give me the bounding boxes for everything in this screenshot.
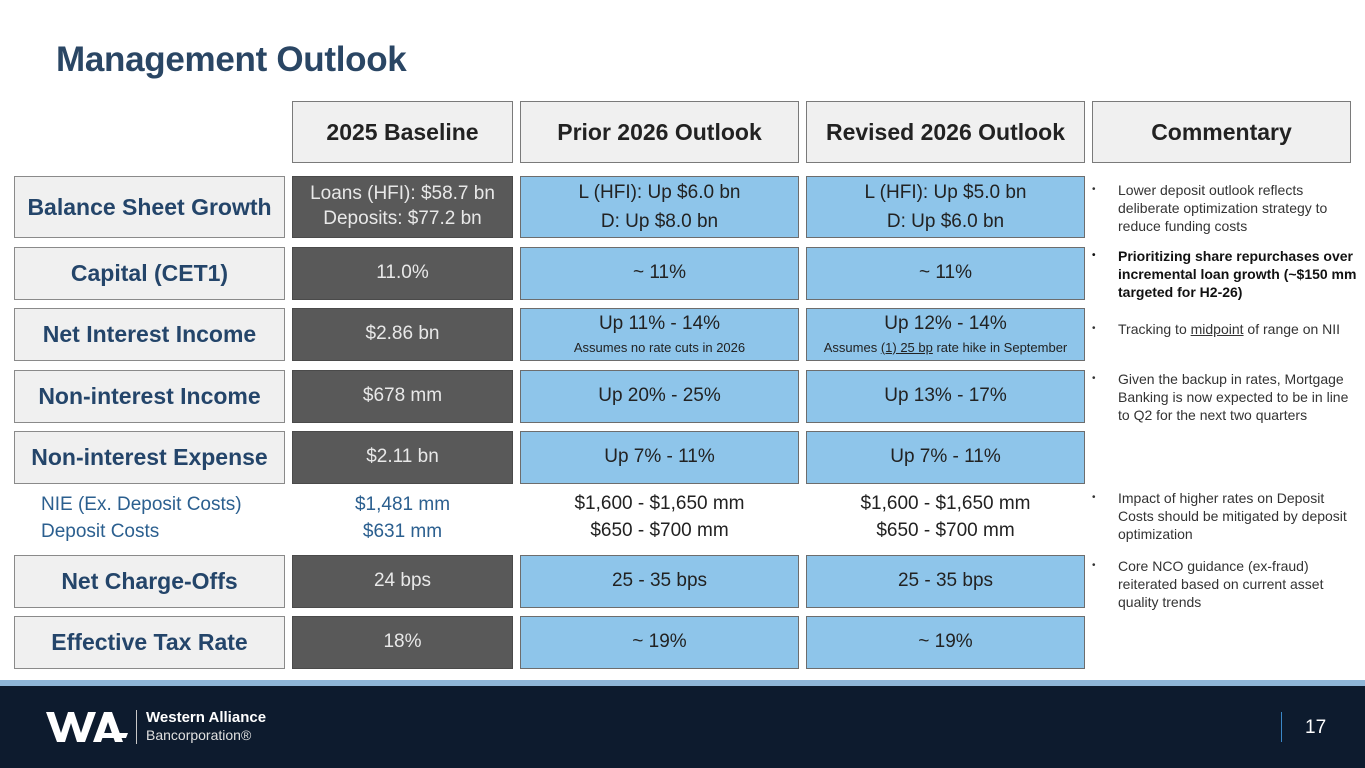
row-label-net-interest-income: Net Interest Income — [14, 308, 285, 361]
commentary-non-interest-income: • Given the backup in rates, Mortgage Ba… — [1092, 370, 1362, 424]
revised-nco: 25 - 35 bps — [806, 555, 1085, 608]
commentary-deposit-costs: • Impact of higher rates on Deposit Cost… — [1092, 489, 1362, 543]
baseline-balance-sheet: Loans (HFI): $58.7 bn Deposits: $77.2 bn — [292, 176, 513, 238]
prior-deposits: D: Up $8.0 bn — [600, 211, 719, 232]
prior-deposit-costs: $650 - $700 mm — [590, 520, 729, 541]
row-label-net-charge-offs: Net Charge-Offs — [14, 555, 285, 608]
page-number: 17 — [1305, 717, 1327, 738]
baseline-nie-ex-deposit: $1,481 mm — [354, 494, 451, 515]
header-commentary: Commentary — [1092, 101, 1351, 163]
commentary-text: Prioritizing share repurchases over incr… — [1118, 248, 1357, 300]
company-name: Western Alliance — [146, 709, 267, 726]
revised-non-interest-income: Up 13% - 17% — [806, 370, 1085, 423]
prior-balance-sheet: L (HFI): Up $6.0 bn D: Up $8.0 bn — [520, 176, 799, 238]
commentary-text: Impact of higher rates on Deposit Costs … — [1118, 490, 1347, 542]
footer-bar — [0, 686, 1365, 768]
commentary-balance-sheet: • Lower deposit outlook reflects deliber… — [1092, 181, 1362, 235]
baseline-tax: 18% — [292, 616, 513, 669]
row-label-non-interest-expense: Non-interest Expense — [14, 431, 285, 484]
header-revised-2026-outlook: Revised 2026 Outlook — [806, 101, 1085, 163]
revised-nii: Up 12% - 14% Assumes (1) 25 bp rate hike… — [806, 308, 1085, 361]
revised-nii-note: Assumes (1) 25 bp rate hike in September — [824, 339, 1068, 357]
prior-non-interest-income: Up 20% - 25% — [520, 370, 799, 423]
prior-non-interest-expense: Up 7% - 11% — [520, 431, 799, 484]
bullet-icon: • — [1092, 323, 1096, 334]
commentary-text: Lower deposit outlook reflects deliberat… — [1118, 182, 1328, 234]
commentary-nii: • Tracking to midpoint of range on NII — [1092, 320, 1362, 338]
logo-divider — [136, 710, 137, 744]
commentary-text: Core NCO guidance (ex-fraud) reiterated … — [1118, 558, 1324, 610]
revised-tax: ~ 19% — [806, 616, 1085, 669]
prior-nii: Up 11% - 14% Assumes no rate cuts in 202… — [520, 308, 799, 361]
revised-nie-ex-deposit: $1,600 - $1,650 mm — [860, 493, 1031, 514]
prior-nii-note: Assumes no rate cuts in 2026 — [573, 339, 746, 355]
revised-nii-value: Up 12% - 14% — [884, 313, 1007, 335]
footer-accent-stripe — [0, 680, 1365, 686]
revised-nii-note-pre: Assumes — [823, 339, 881, 355]
baseline-deposits: Deposits: $77.2 bn — [323, 208, 482, 229]
revised-nii-note-post: rate hike in September — [932, 339, 1068, 355]
revised-non-interest-expense: Up 7% - 11% — [806, 431, 1085, 484]
header-prior-2026-outlook: Prior 2026 Outlook — [520, 101, 799, 163]
prior-nii-value: Up 11% - 14% — [598, 313, 721, 335]
commentary-capital: • Prioritizing share repurchases over in… — [1092, 247, 1362, 301]
commentary-text-post: of range on NII — [1243, 321, 1341, 337]
baseline-loans: Loans (HFI): $58.7 bn — [310, 183, 495, 205]
commentary-text-midpoint: midpoint — [1190, 321, 1244, 337]
revised-deposits: D: Up $6.0 bn — [886, 211, 1005, 232]
commentary-text-pre: Tracking to — [1118, 321, 1191, 337]
western-alliance-logo-icon — [46, 712, 128, 742]
deposit-costs-label: Deposit Costs — [41, 521, 160, 542]
row-label-balance-sheet-growth: Balance Sheet Growth — [14, 176, 285, 238]
prior-tax: ~ 19% — [520, 616, 799, 669]
commentary-text: Tracking to midpoint of range on NII — [1118, 320, 1362, 338]
baseline-deposit-costs: $631 mm — [362, 521, 443, 542]
company-corp: Bancorporation® — [146, 727, 252, 743]
prior-nie-ex-deposit: $1,600 - $1,650 mm — [574, 493, 745, 514]
bullet-icon: • — [1092, 250, 1096, 261]
baseline-non-interest-expense: $2.11 bn — [292, 431, 513, 484]
row-label-effective-tax-rate: Effective Tax Rate — [14, 616, 285, 669]
prior-capital: ~ 11% — [520, 247, 799, 300]
bullet-icon: • — [1092, 184, 1096, 195]
commentary-text: Given the backup in rates, Mortgage Bank… — [1118, 371, 1349, 423]
revised-loans: L (HFI): Up $5.0 bn — [864, 181, 1027, 203]
commentary-nco: • Core NCO guidance (ex-fraud) reiterate… — [1092, 557, 1362, 611]
revised-balance-sheet: L (HFI): Up $5.0 bn D: Up $6.0 bn — [806, 176, 1085, 238]
header-2025-baseline: 2025 Baseline — [292, 101, 513, 163]
revised-nii-note-hike: (1) 25 bp — [880, 339, 933, 355]
bullet-icon: • — [1092, 492, 1096, 503]
bullet-icon: • — [1092, 560, 1096, 571]
row-label-non-interest-income: Non-interest Income — [14, 370, 285, 423]
baseline-non-interest-income: $678 mm — [292, 370, 513, 423]
page-number-divider — [1281, 712, 1282, 742]
revised-deposit-costs: $650 - $700 mm — [876, 520, 1015, 541]
baseline-nii: $2.86 bn — [292, 308, 513, 361]
baseline-capital: 11.0% — [292, 247, 513, 300]
nie-ex-deposit-label: NIE (Ex. Deposit Costs) — [41, 494, 242, 515]
row-label-capital-cet1: Capital (CET1) — [14, 247, 285, 300]
baseline-nco: 24 bps — [292, 555, 513, 608]
bullet-icon: • — [1092, 373, 1096, 384]
prior-loans: L (HFI): Up $6.0 bn — [578, 181, 741, 203]
revised-capital: ~ 11% — [806, 247, 1085, 300]
page-title: Management Outlook — [56, 40, 407, 79]
prior-nco: 25 - 35 bps — [520, 555, 799, 608]
